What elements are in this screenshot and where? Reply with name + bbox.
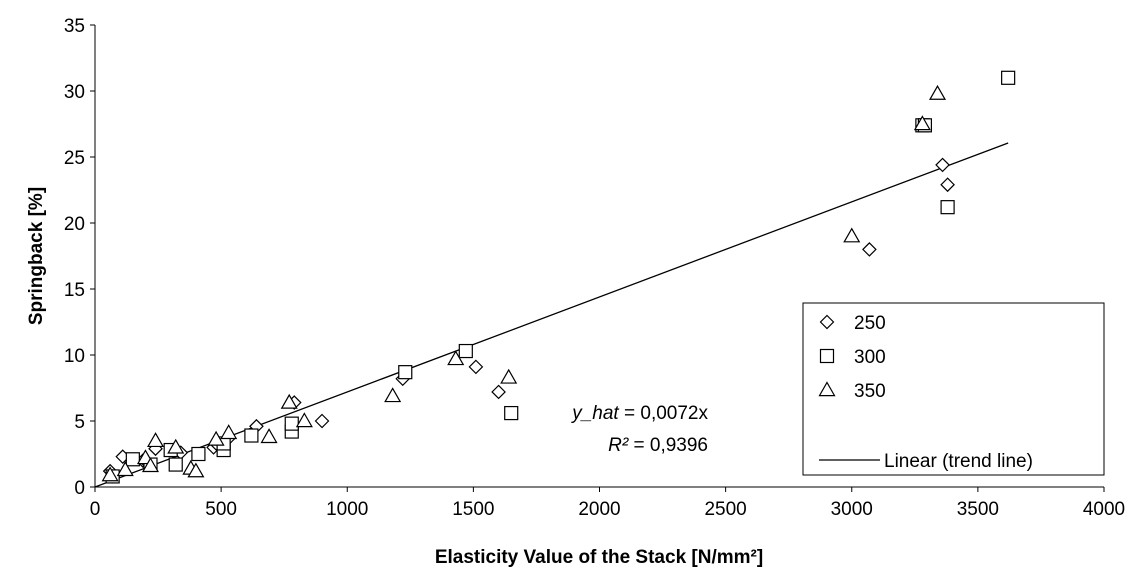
legend-items: 250 300 350 Linear (trend line)	[818, 313, 1033, 472]
point-square	[940, 200, 955, 215]
point-diamond	[940, 177, 955, 193]
point-square	[125, 452, 140, 467]
legend-marker-triangle	[818, 381, 836, 397]
legend-label-350: 350	[854, 381, 886, 402]
y-tick-label: 0	[74, 478, 85, 499]
point-triangle	[843, 227, 861, 243]
x-tick-label: 4000	[1083, 499, 1125, 520]
y-tick-label: 20	[64, 214, 85, 235]
equation-value: = 0,0072x	[619, 403, 709, 424]
y-tick-label: 35	[64, 16, 85, 37]
x-tick-label: 500	[205, 499, 237, 520]
y-ticks: 0 5 10 15 20 25 30 35	[64, 16, 95, 499]
point-triangle	[141, 457, 160, 473]
point-triangle	[187, 462, 205, 478]
legend-label-trendline: Linear (trend line)	[884, 451, 1033, 472]
point-diamond	[491, 384, 506, 400]
point-triangle	[913, 115, 931, 131]
legend-box	[802, 302, 1105, 476]
point-triangle	[280, 393, 298, 409]
y-tick-label: 25	[64, 148, 85, 169]
point-square	[168, 457, 183, 472]
x-tick-label: 0	[90, 499, 101, 520]
point-diamond	[468, 359, 484, 375]
point-triangle	[207, 430, 225, 446]
r-squared: R² = 0,9396	[608, 435, 708, 456]
point-triangle	[147, 432, 165, 448]
legend: 250 300 350 Linear (trend line)	[802, 302, 1105, 476]
point-diamond	[314, 413, 330, 429]
point-triangle	[101, 466, 119, 482]
y-tick-label: 30	[64, 82, 85, 103]
point-square	[284, 416, 299, 431]
r-squared-variable: R²	[608, 435, 629, 456]
trend-equation: y_hat = 0,0072x	[570, 403, 708, 424]
point-triangle	[220, 424, 238, 440]
x-ticks: 0 500 1000 1500 2000 2500 3000 3500 4000	[90, 487, 1125, 520]
point-triangle	[500, 368, 518, 384]
data-points	[101, 70, 1016, 484]
point-triangle	[928, 84, 947, 100]
point-square	[504, 405, 519, 421]
point-triangle	[295, 412, 313, 428]
point-square	[398, 365, 413, 380]
point-square	[191, 446, 206, 462]
x-tick-label: 1000	[326, 499, 368, 520]
point-diamond	[862, 242, 877, 257]
legend-marker-square	[819, 348, 835, 364]
point-triangle	[260, 428, 278, 444]
x-tick-label: 2000	[578, 499, 620, 520]
x-tick-label: 1500	[452, 499, 494, 520]
point-triangle	[167, 438, 185, 454]
y-tick-label: 15	[64, 280, 85, 301]
y-tick-label: 5	[74, 412, 85, 433]
r-squared-value: = 0,9396	[628, 435, 708, 456]
point-square	[244, 428, 259, 443]
point-triangle	[447, 350, 465, 366]
y-tick-label: 10	[64, 346, 85, 367]
point-triangle	[384, 387, 402, 403]
y-axis-title: Springback [%]	[26, 187, 47, 325]
legend-label-300: 300	[854, 347, 886, 368]
x-tick-label: 3500	[957, 499, 999, 520]
point-square	[1001, 70, 1016, 85]
point-diamond	[935, 157, 950, 173]
x-tick-label: 2500	[704, 499, 746, 520]
x-tick-label: 3000	[831, 499, 873, 520]
equation-variable: y_hat	[570, 403, 619, 424]
legend-label-250: 250	[854, 313, 886, 334]
point-triangle	[116, 461, 134, 477]
x-axis-title: Elasticity Value of the Stack [N/mm²]	[435, 547, 763, 568]
point-square	[458, 343, 473, 359]
legend-marker-diamond	[819, 314, 835, 330]
